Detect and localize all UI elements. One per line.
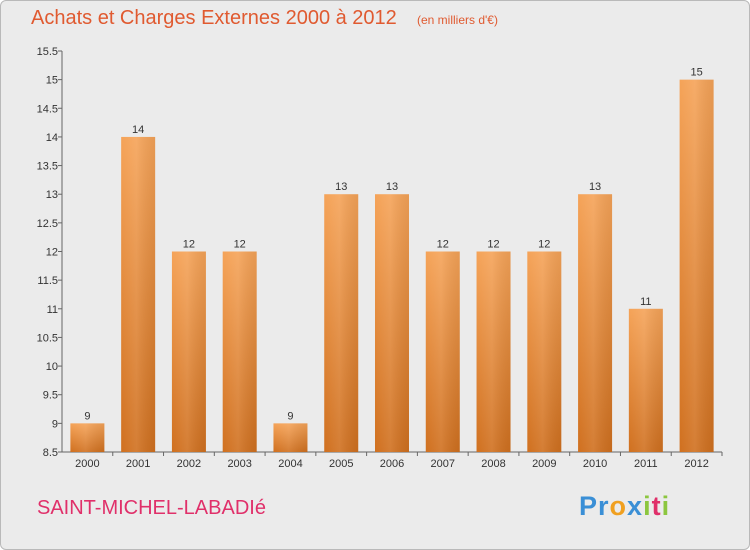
bar-shine — [628, 308, 663, 452]
y-tick-label: 13 — [46, 189, 58, 201]
x-tick-label: 2012 — [684, 458, 708, 470]
bar-value-label: 9 — [287, 410, 293, 422]
x-tick-label: 2005 — [329, 458, 353, 470]
bar-value-label: 12 — [183, 239, 195, 251]
y-tick-label: 14 — [46, 132, 58, 144]
bar-value-label: 12 — [437, 239, 449, 251]
x-tick-label: 2010 — [583, 458, 607, 470]
bar-value-label: 13 — [386, 181, 398, 193]
bar-shine — [121, 136, 156, 452]
y-tick-label: 12 — [46, 247, 58, 259]
x-tick-label: 2000 — [75, 458, 99, 470]
y-tick-label: 9 — [52, 418, 58, 430]
x-tick-label: 2008 — [481, 458, 505, 470]
bar-shine — [375, 194, 409, 452]
y-axis-ticks: 8.5 9 9.5 10 10.5 11 11.5 12 12.5 13 13.5 14 14.5 15 1… — [37, 46, 62, 459]
bar-shine — [222, 251, 257, 452]
x-tick-label: 2001 — [126, 458, 150, 470]
x-axis-ticks: 2000 2001 2002 2003 2004 2005 2006 2007 2008 2009… — [75, 452, 723, 470]
logo-letter: x — [627, 491, 644, 521]
bar-value-label: 14 — [132, 124, 144, 136]
x-tick-label: 2007 — [431, 458, 455, 470]
bar-shine — [324, 194, 359, 452]
x-tick-label: 2003 — [227, 458, 251, 470]
bar-value-label: 12 — [234, 239, 246, 251]
logo-letter: r — [598, 491, 610, 521]
y-tick-label: 14.5 — [37, 103, 58, 115]
bar-value-label: 13 — [589, 181, 601, 193]
logo-letter: t — [651, 491, 662, 521]
bar-value-label: 12 — [538, 239, 550, 251]
bar-shine — [679, 79, 714, 453]
logo-letter: i — [643, 491, 652, 521]
logo-letter: o — [609, 491, 628, 521]
y-tick-label: 8.5 — [43, 447, 58, 459]
bar-shine — [425, 251, 460, 452]
bar-value-label: 13 — [335, 181, 347, 193]
y-tick-label: 10 — [46, 361, 58, 373]
bar-shine — [527, 251, 562, 452]
x-tick-label: 2002 — [177, 458, 201, 470]
y-tick-label: 15.5 — [37, 46, 58, 58]
y-tick-label: 12.5 — [37, 218, 58, 230]
bar-shine — [171, 251, 206, 452]
x-tick-label: 2004 — [278, 458, 302, 470]
y-tick-label: 10.5 — [37, 332, 58, 344]
bar-shine — [70, 423, 105, 452]
y-tick-label: 9.5 — [43, 390, 58, 402]
x-tick-label: 2011 — [634, 458, 658, 470]
bar-value-label: 9 — [84, 410, 90, 422]
bar-value-label: 11 — [640, 296, 651, 308]
bar-value-label: 15 — [690, 67, 702, 79]
bar-shine — [273, 423, 308, 452]
chart-title: Achats et Charges Externes 2000 à 2012 — [31, 7, 397, 29]
chart-subtitle: (en milliers d'€) — [417, 13, 498, 27]
logo-letter: P — [579, 491, 599, 521]
y-tick-label: 11 — [47, 304, 58, 316]
bars: 9 14 12 12 9 13 13 12 12 12 13 11 15 — [70, 67, 714, 453]
bar-value-label: 12 — [487, 239, 499, 251]
bar-shine — [476, 251, 511, 452]
commune-name: SAINT-MICHEL-LABADIé — [37, 497, 266, 519]
x-tick-label: 2006 — [380, 458, 404, 470]
proxiti-logo: Proxiti — [579, 491, 670, 522]
bar-shine — [578, 194, 613, 452]
logo-letter: i — [661, 491, 671, 521]
y-tick-label: 13.5 — [37, 161, 58, 173]
y-tick-label: 15 — [46, 75, 58, 87]
y-tick-label: 11.5 — [37, 275, 58, 287]
x-tick-label: 2009 — [532, 458, 556, 470]
